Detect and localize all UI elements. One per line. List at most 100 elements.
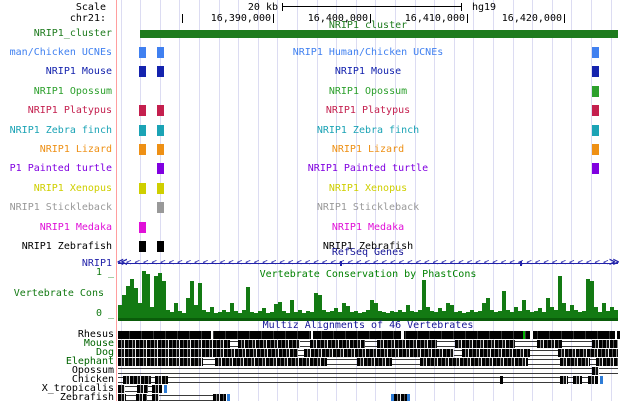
ucne-feature-block[interactable] bbox=[157, 183, 164, 194]
ucne-feature-block[interactable] bbox=[139, 222, 146, 233]
multiz-track-bar[interactable] bbox=[118, 318, 618, 321]
conservation-bar bbox=[378, 311, 382, 317]
track-left-label[interactable]: NRIP1 Xenopus bbox=[33, 183, 112, 194]
multiz-alignment-row[interactable]: Dog bbox=[0, 347, 620, 358]
alignment-segment-dense bbox=[500, 376, 503, 384]
ucne-feature-block[interactable] bbox=[157, 66, 164, 77]
conservation-bar bbox=[222, 310, 226, 317]
conservation-bar bbox=[286, 313, 290, 317]
multiz-species-label[interactable]: X_tropicalis bbox=[41, 383, 114, 394]
track-center-label[interactable]: NRIP1 Opossum bbox=[328, 86, 408, 97]
cons-track-label[interactable]: Vertebrate Cons bbox=[13, 288, 104, 299]
ucne-feature-block[interactable] bbox=[592, 66, 599, 77]
track-left-label[interactable]: NRIP1 Mouse bbox=[45, 66, 112, 77]
ucne-feature-block[interactable] bbox=[157, 163, 164, 174]
track-left-label[interactable]: NRIP1 Opossum bbox=[33, 86, 112, 97]
gridline bbox=[218, 0, 220, 401]
track-left-label[interactable]: P1 Painted turtle bbox=[9, 163, 112, 174]
ruler-tick bbox=[273, 14, 274, 23]
alignment-segment-dense bbox=[462, 349, 530, 357]
ucne-feature-block[interactable] bbox=[139, 144, 146, 155]
ucne-feature-block[interactable] bbox=[139, 183, 146, 194]
ucne-track-row: man/Chicken UCNEs NRIP1 Human/Chicken UCN… bbox=[0, 46, 620, 59]
conservation-histogram[interactable] bbox=[118, 269, 620, 317]
cluster-track-label[interactable]: NRIP1_cluster bbox=[33, 28, 112, 39]
track-left-label[interactable]: man/Chicken UCNEs bbox=[9, 47, 112, 58]
ucne-feature-block[interactable] bbox=[139, 66, 146, 77]
conservation-bar bbox=[302, 313, 306, 317]
conservation-bar bbox=[146, 274, 150, 317]
track-left-label[interactable]: NRIP1 Zebrafish bbox=[21, 241, 112, 252]
track-center-label[interactable]: NRIP1 Zebrafish bbox=[322, 241, 414, 252]
ucne-track-row: NRIP1 Opossum NRIP1 Opossum bbox=[0, 85, 620, 98]
multiz-species-label[interactable]: Chicken bbox=[71, 374, 114, 385]
track-center-label[interactable]: NRIP1 Painted turtle bbox=[307, 163, 429, 174]
multiz-species-label[interactable]: Zebrafish bbox=[59, 392, 114, 401]
ucne-feature-block[interactable] bbox=[139, 47, 146, 58]
cluster-feature-bar[interactable] bbox=[140, 30, 618, 38]
track-center-label[interactable]: NRIP1 Medaka bbox=[331, 222, 405, 233]
ucne-feature-block[interactable] bbox=[139, 241, 146, 252]
multiz-alignment-row[interactable]: Chicken bbox=[0, 374, 620, 385]
alignment-segment-gap bbox=[211, 331, 213, 339]
multiz-species-label[interactable]: Mouse bbox=[83, 338, 114, 349]
conservation-bar bbox=[430, 311, 434, 317]
track-left-label[interactable]: NRIP1 Platypus bbox=[27, 105, 112, 116]
multiz-species-label[interactable]: Dog bbox=[95, 347, 114, 358]
conservation-bar bbox=[518, 311, 522, 317]
alignment-segment-line bbox=[582, 377, 588, 383]
alignment-segment-dense bbox=[118, 340, 230, 348]
refseq-track-title: RefSeq Genes bbox=[331, 247, 405, 258]
track-center-label[interactable]: NRIP1 Human/Chicken UCNEs bbox=[292, 47, 444, 58]
ucne-feature-block[interactable] bbox=[157, 125, 164, 136]
refseq-gene-label[interactable]: NRIP1 bbox=[81, 258, 112, 269]
conservation-bar bbox=[198, 283, 202, 317]
ucne-feature-block[interactable] bbox=[157, 47, 164, 58]
multiz-alignment-row[interactable]: Opossum bbox=[0, 365, 620, 376]
multiz-alignment-row[interactable]: X_tropicalis bbox=[0, 383, 620, 394]
gene-exon-tick bbox=[340, 261, 342, 266]
conservation-bar bbox=[614, 310, 618, 317]
ucne-feature-block[interactable] bbox=[592, 86, 599, 97]
ucne-feature-block[interactable] bbox=[592, 105, 599, 116]
scale-label: Scale bbox=[75, 2, 106, 13]
multiz-species-label[interactable]: Elephant bbox=[65, 356, 114, 367]
ucne-feature-block[interactable] bbox=[157, 105, 164, 116]
multiz-alignment-row[interactable]: Rhesus bbox=[0, 329, 620, 340]
alignment-segment-dense bbox=[152, 394, 159, 401]
track-left-label[interactable]: NRIP1 Lizard bbox=[39, 144, 112, 155]
ucne-feature-block[interactable] bbox=[592, 163, 599, 174]
conservation-bar bbox=[434, 312, 438, 317]
track-center-label[interactable]: NRIP1 Zebra finch bbox=[316, 125, 420, 136]
ucne-feature-block[interactable] bbox=[592, 47, 599, 58]
track-center-label[interactable]: NRIP1 Stickleback bbox=[316, 202, 420, 213]
conservation-bar bbox=[130, 279, 134, 317]
ucne-feature-block[interactable] bbox=[157, 144, 164, 155]
ucne-feature-block[interactable] bbox=[157, 202, 164, 213]
track-left-label[interactable]: NRIP1 Stickleback bbox=[9, 202, 112, 213]
ucne-feature-block[interactable] bbox=[139, 105, 146, 116]
track-center-label[interactable]: NRIP1 Platypus bbox=[325, 105, 411, 116]
track-center-label[interactable]: NRIP1 Mouse bbox=[334, 66, 402, 77]
ucne-feature-block[interactable] bbox=[592, 125, 599, 136]
multiz-species-label[interactable]: Rhesus bbox=[77, 329, 114, 340]
alignment-segment-dense bbox=[123, 376, 151, 384]
ucne-feature-block[interactable] bbox=[592, 144, 599, 155]
alignment-segment-line bbox=[454, 350, 462, 356]
conservation-bar bbox=[242, 310, 246, 317]
track-center-label[interactable]: NRIP1 Lizard bbox=[331, 144, 405, 155]
ruler-coordinate: 16,400,000 bbox=[307, 13, 368, 24]
track-left-label[interactable]: NRIP1 Zebra finch bbox=[9, 125, 112, 136]
alignment-segment-line bbox=[327, 359, 357, 365]
ucne-feature-block[interactable] bbox=[139, 125, 146, 136]
track-center-label[interactable]: NRIP1 Xenopus bbox=[328, 183, 408, 194]
ucne-feature-block[interactable] bbox=[157, 241, 164, 252]
multiz-alignment-row[interactable]: Elephant bbox=[0, 356, 620, 367]
track-left-label[interactable]: NRIP1 Medaka bbox=[39, 222, 112, 233]
multiz-alignment-row[interactable]: Zebrafish bbox=[0, 392, 620, 401]
alignment-segment-dense bbox=[592, 340, 618, 348]
multiz-alignment-row[interactable]: Mouse bbox=[0, 338, 620, 349]
conservation-bar bbox=[466, 312, 470, 317]
multiz-species-label[interactable]: Opossum bbox=[71, 365, 114, 376]
gridline bbox=[473, 0, 475, 401]
